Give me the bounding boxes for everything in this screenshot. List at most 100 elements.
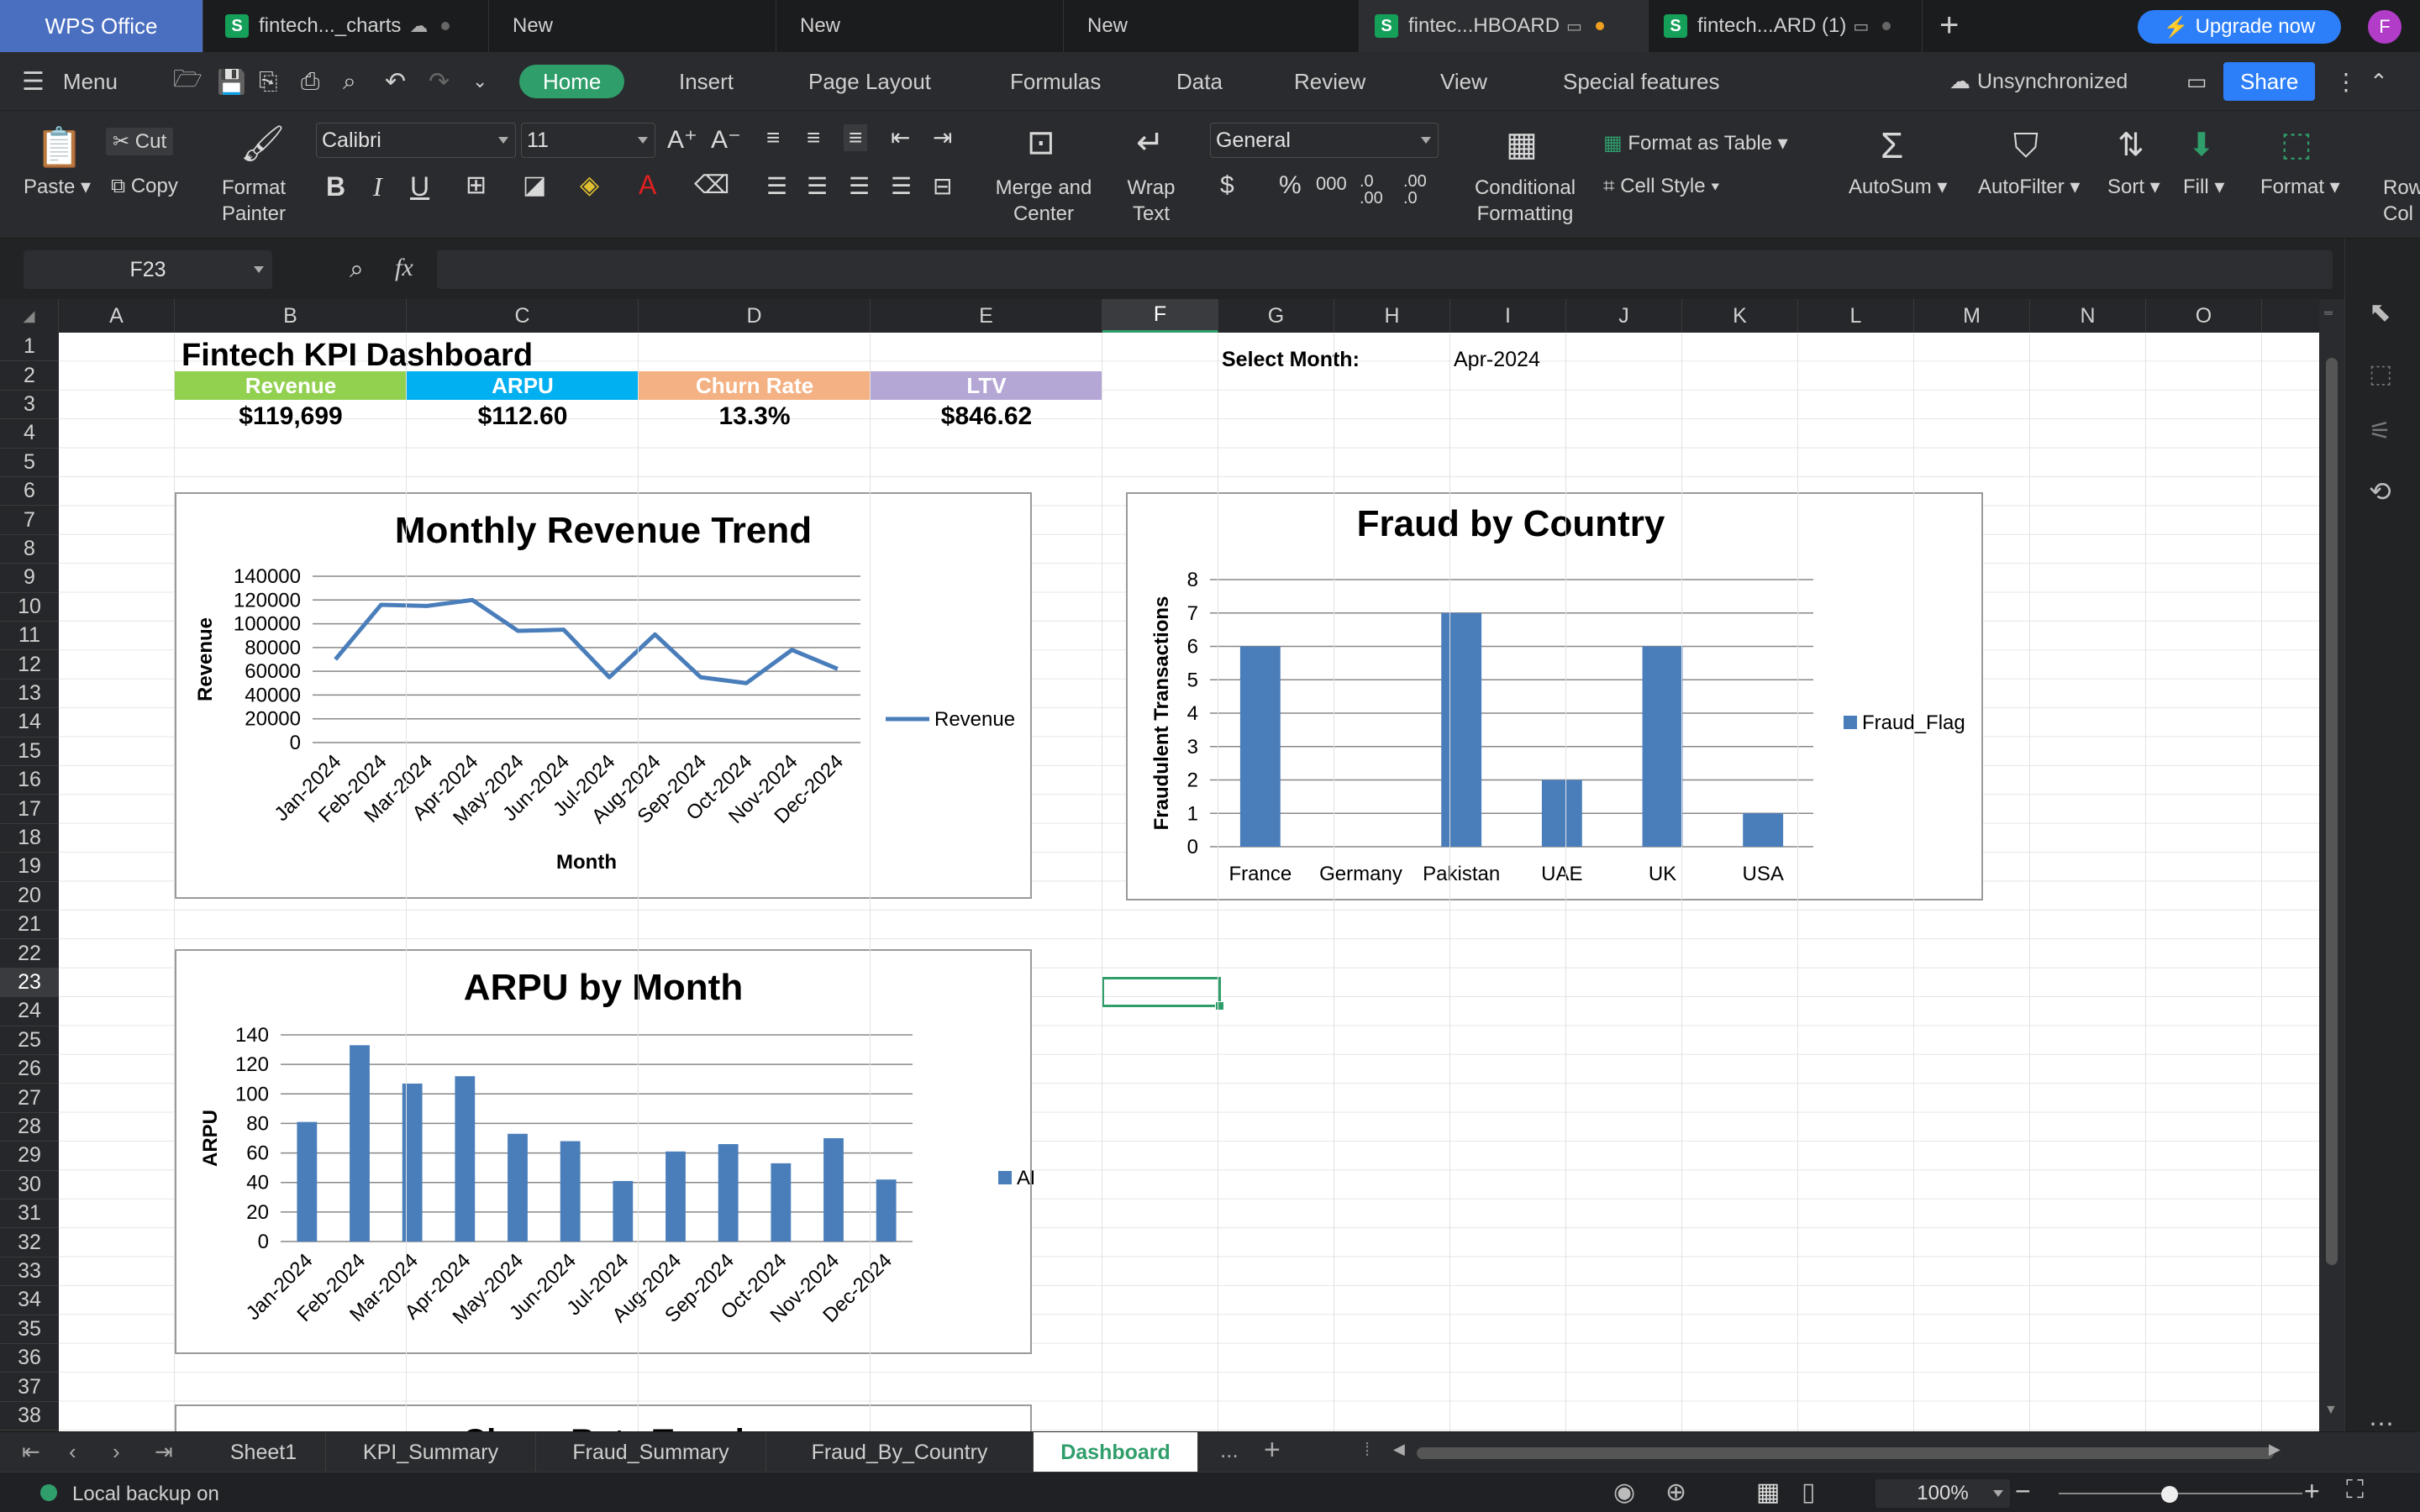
- horizontal-scroll-thumb[interactable]: [1417, 1447, 2274, 1459]
- kpi-header-arpu[interactable]: ARPU: [407, 371, 639, 400]
- scroll-down-icon[interactable]: ▼: [2324, 1403, 2338, 1417]
- increase-indent-icon[interactable]: ⇥: [933, 124, 953, 150]
- quick-access-dropdown-icon[interactable]: ⌄: [472, 71, 488, 92]
- fill-icon[interactable]: ⬇: [2188, 128, 2215, 163]
- kpi-value-arpu[interactable]: $112.60: [477, 402, 568, 430]
- tab-home[interactable]: Home: [519, 65, 625, 98]
- format-button[interactable]: Format ▾: [2260, 176, 2340, 198]
- row-header-21[interactable]: 21: [0, 911, 59, 940]
- cell-style-button[interactable]: ⌗ Cell Style ▾: [1603, 175, 1720, 197]
- column-header-m[interactable]: M: [1914, 299, 2030, 333]
- kpi-value-ltv[interactable]: $846.62: [940, 402, 1033, 430]
- align-right-icon[interactable]: ☰: [849, 173, 871, 199]
- row-header-5[interactable]: 5: [0, 449, 59, 477]
- fullscreen-icon[interactable]: ⛶: [2346, 1476, 2364, 1504]
- filter-icon[interactable]: ⛉: [2013, 128, 2039, 165]
- row-header-23[interactable]: 23: [0, 968, 59, 998]
- next-sheet-icon[interactable]: ›: [113, 1439, 120, 1464]
- row-header-31[interactable]: 31: [0, 1200, 59, 1229]
- avatar[interactable]: F: [2368, 10, 2402, 44]
- more-sheets-icon[interactable]: ...: [1220, 1437, 1239, 1462]
- format-as-table-button[interactable]: ▦ Format as Table ▾: [1603, 132, 1788, 155]
- row-header-1[interactable]: 1: [0, 333, 59, 362]
- row-header-25[interactable]: 25: [0, 1026, 59, 1055]
- normal-view-icon[interactable]: ▦: [1756, 1478, 1781, 1506]
- more-options-icon[interactable]: ⋮: [2334, 68, 2358, 95]
- wrap-text-button[interactable]: Wrap Text: [1118, 175, 1185, 227]
- sheet-tab-dashboard[interactable]: Dashboard: [1034, 1432, 1198, 1473]
- tab-fintech-charts[interactable]: S fintech..._charts ☁: [203, 0, 489, 52]
- print-preview-icon[interactable]: ⌕: [343, 67, 356, 94]
- justify-icon[interactable]: ☰: [891, 173, 913, 199]
- tab-review[interactable]: Review: [1294, 52, 1365, 111]
- copy-button[interactable]: ⧉ Copy: [111, 175, 178, 198]
- font-size-select[interactable]: 11: [521, 123, 655, 158]
- align-left-icon[interactable]: ☰: [766, 173, 788, 199]
- wrap-text-icon[interactable]: ↵: [1136, 124, 1165, 161]
- row-header-38[interactable]: 38: [0, 1402, 59, 1431]
- thousands-separator-icon[interactable]: 000: [1316, 173, 1347, 194]
- kpi-header-ltv[interactable]: LTV: [871, 371, 1102, 400]
- prev-sheet-icon[interactable]: ‹: [69, 1439, 76, 1464]
- export-pdf-icon[interactable]: ⎘: [259, 67, 278, 94]
- sheet-tab-fraud-by-country[interactable]: Fraud_By_Country: [766, 1432, 1034, 1473]
- kpi-value-revenue[interactable]: $119,699: [239, 402, 343, 430]
- spreadsheet-grid[interactable]: Fintech KPI Dashboard Revenue $119,699 ARP…: [59, 333, 2319, 1431]
- column-header-o[interactable]: O: [2146, 299, 2262, 333]
- comment-icon[interactable]: ▭: [2186, 68, 2207, 94]
- borders-icon[interactable]: ⊞: [466, 171, 487, 199]
- zoom-level-select[interactable]: 100%: [1876, 1479, 2010, 1508]
- row-header-32[interactable]: 32: [0, 1228, 59, 1257]
- autosum-icon[interactable]: Σ: [1881, 125, 1904, 166]
- row-header-34[interactable]: 34: [0, 1286, 59, 1315]
- select-cursor-icon[interactable]: ⬉: [2369, 297, 2391, 327]
- row-header-29[interactable]: 29: [0, 1142, 59, 1171]
- tab-new-2[interactable]: New: [776, 0, 1064, 52]
- sheet-tab-fraud-summary[interactable]: Fraud_Summary: [536, 1432, 766, 1473]
- number-format-select[interactable]: General: [1210, 123, 1439, 158]
- tab-special-features[interactable]: Special features: [1563, 52, 1719, 111]
- row-header-30[interactable]: 30: [0, 1171, 59, 1200]
- fill-color-icon[interactable]: ◈: [580, 171, 600, 199]
- format-painter-button[interactable]: Format Painter: [220, 175, 287, 227]
- column-header-g[interactable]: G: [1218, 299, 1334, 333]
- kpi-header-churn-rate[interactable]: Churn Rate: [639, 371, 871, 400]
- first-sheet-icon[interactable]: ⇤: [22, 1439, 40, 1464]
- page-layout-view-icon[interactable]: ▯: [1802, 1478, 1816, 1506]
- fill-button[interactable]: Fill ▾: [2183, 176, 2225, 198]
- column-header-e[interactable]: E: [871, 299, 1102, 333]
- column-header-n[interactable]: N: [2030, 299, 2146, 333]
- column-header-b[interactable]: B: [175, 299, 407, 333]
- row-header-22[interactable]: 22: [0, 939, 59, 969]
- cut-button[interactable]: ✂ Cut: [106, 128, 174, 155]
- last-sheet-icon[interactable]: ⇥: [155, 1439, 173, 1464]
- align-middle-icon[interactable]: ≡: [807, 124, 821, 150]
- tab-new-3[interactable]: New: [1064, 0, 1360, 52]
- history-icon[interactable]: ⟲: [2369, 476, 2391, 507]
- row-header-11[interactable]: 11: [0, 622, 59, 651]
- open-folder-icon[interactable]: 🗁: [173, 66, 203, 92]
- redo-icon[interactable]: ↷: [429, 67, 450, 96]
- column-header-h[interactable]: H: [1334, 299, 1450, 333]
- row-header-16[interactable]: 16: [0, 766, 59, 795]
- tab-view[interactable]: View: [1440, 52, 1487, 111]
- sync-status[interactable]: ☁ Unsynchronized: [1949, 52, 2128, 111]
- kpi-header-revenue[interactable]: Revenue: [175, 371, 407, 400]
- column-header-l[interactable]: L: [1798, 299, 1914, 333]
- row-header-4[interactable]: 4: [0, 419, 59, 449]
- bold-icon[interactable]: B: [326, 171, 346, 202]
- active-cell-f23[interactable]: [1102, 977, 1224, 1011]
- arpu-by-month-chart[interactable]: ARPU by Month 0 20 40 60 80 100 120 140 ARPU Jan-2…: [175, 949, 1034, 1354]
- row-header-37[interactable]: 37: [0, 1373, 59, 1402]
- column-header-j[interactable]: J: [1566, 299, 1682, 333]
- column-header-k[interactable]: K: [1682, 299, 1798, 333]
- row-header-3[interactable]: 3: [0, 391, 59, 420]
- increase-decimal-icon[interactable]: .0.00: [1360, 172, 1383, 207]
- split-handle-icon[interactable]: ═: [2324, 306, 2333, 319]
- font-color-icon[interactable]: A: [639, 170, 657, 200]
- row-header-14[interactable]: 14: [0, 708, 59, 738]
- merge-center-button[interactable]: Merge and Center: [992, 175, 1096, 227]
- tab-split-handle-icon[interactable]: ⁞: [1365, 1439, 1370, 1460]
- formula-input[interactable]: [437, 250, 2333, 289]
- scroll-right-icon[interactable]: ▶: [2269, 1441, 2281, 1457]
